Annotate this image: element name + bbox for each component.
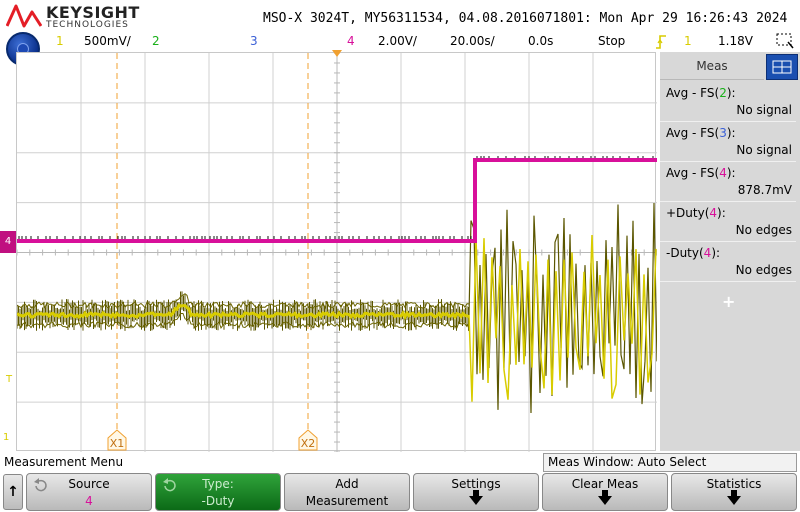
ch1-trace-lower <box>17 313 470 330</box>
measurement-value: No edges <box>735 263 792 277</box>
cursor-x1-tab <box>107 429 127 451</box>
keysight-wave-icon <box>6 4 42 28</box>
add-label-2: Measurement <box>305 494 389 508</box>
submenu-arrow-icon <box>469 490 483 505</box>
instrument-title: MSO-X 3024T, MY56311534, 04.08.201607180… <box>263 11 788 26</box>
statistics-softkey[interactable]: Statistics <box>671 473 797 511</box>
measurement-row[interactable]: +Duty(4): No edges <box>660 202 796 242</box>
measurement-value: No edges <box>735 223 792 237</box>
brand-name: KEYSIGHT <box>46 3 140 22</box>
timebase[interactable]: 20.00s/ <box>450 34 495 48</box>
ch4-trace <box>17 158 657 243</box>
ch1-trace-upper <box>17 293 470 310</box>
ch1-trace-oscillation <box>468 234 657 402</box>
source-label: Source <box>68 477 110 491</box>
trigger-edge-icon <box>656 35 666 49</box>
measurement-label: Avg - FS(2): <box>666 86 736 100</box>
type-label: Type: <box>202 477 234 491</box>
zoom-select-icon[interactable] <box>776 33 794 49</box>
ch1-marker-label: 1 <box>3 432 10 443</box>
add-label: Add <box>335 477 359 491</box>
submenu-arrow-icon <box>727 490 741 505</box>
ch4-scale[interactable]: 2.00V/ <box>378 34 417 48</box>
ch1-number[interactable]: 1 <box>56 34 64 48</box>
trigger-position-marker[interactable] <box>332 50 342 57</box>
softkey-bar: Source 4 Type: -Duty Add Measurement Set… <box>0 473 800 512</box>
rotate-knob-icon <box>34 478 47 492</box>
measurement-row[interactable]: Avg - FS(3): No signal <box>660 122 796 162</box>
status-bar: 1 500mV/ 2 3 4 2.00V/ 20.00s/ 0.0s Stop … <box>0 33 800 51</box>
trigger-marker-label: T <box>6 374 13 385</box>
brand-subtitle: TECHNOLOGIES <box>46 20 129 30</box>
measurement-label: +Duty(4): <box>666 206 726 220</box>
measurement-value: No signal <box>736 103 792 117</box>
meas-tab[interactable]: Meas <box>660 52 764 80</box>
type-softkey[interactable]: Type: -Duty <box>155 473 281 511</box>
meas-window-icon[interactable] <box>766 54 798 80</box>
measurement-value: 878.7mV <box>737 183 792 197</box>
ch3-number[interactable]: 3 <box>250 34 258 48</box>
ch1-scale[interactable]: 500mV/ <box>84 34 131 48</box>
waveform-canvas: X1 X2 <box>17 53 657 452</box>
clear-meas-softkey[interactable]: Clear Meas <box>542 473 668 511</box>
trigger-level[interactable]: 1.18V <box>718 34 753 48</box>
measurement-label: Avg - FS(3): <box>666 126 736 140</box>
meas-window-status: Meas Window: Auto Select <box>543 453 797 472</box>
back-button[interactable]: ↑ <box>3 474 23 510</box>
cursor-x2-tab <box>298 429 318 451</box>
statistics-label: Statistics <box>706 477 762 491</box>
ch1-ground-marker[interactable]: 1 <box>3 432 9 443</box>
measurement-label: Avg - FS(4): <box>666 166 736 180</box>
trigger-channel[interactable]: 1 <box>684 34 692 48</box>
ch2-number[interactable]: 2 <box>152 34 160 48</box>
source-softkey[interactable]: Source 4 <box>26 473 152 511</box>
clear-meas-label: Clear Meas <box>571 477 639 491</box>
menu-title: Measurement Menu <box>4 455 124 469</box>
type-value: -Duty <box>201 494 235 508</box>
measurement-row[interactable]: Avg - FS(4): 878.7mV <box>660 162 796 202</box>
ch4-ground-marker[interactable]: 4 <box>0 231 16 253</box>
submenu-arrow-icon <box>598 490 612 505</box>
source-value: 4 <box>85 494 93 508</box>
ch4-number[interactable]: 4 <box>347 34 355 48</box>
time-delay[interactable]: 0.0s <box>528 34 554 48</box>
measurement-row[interactable]: Avg - FS(2): No signal <box>660 82 796 122</box>
settings-softkey[interactable]: Settings <box>413 473 539 511</box>
settings-label: Settings <box>451 477 501 491</box>
waveform-display[interactable]: X1 X2 <box>16 52 657 452</box>
run-state[interactable]: Stop <box>598 34 626 48</box>
measurement-row[interactable]: -Duty(4): No edges <box>660 242 796 282</box>
rotate-knob-icon <box>163 478 176 492</box>
measurement-value: No signal <box>736 143 792 157</box>
keysight-logo: KEYSIGHT TECHNOLOGIES <box>6 2 139 32</box>
cursor-x1-label: X1 <box>110 437 125 450</box>
trigger-level-marker[interactable]: T <box>6 374 12 385</box>
ch1-trace <box>17 303 470 321</box>
add-measurement-icon[interactable]: + <box>722 292 736 311</box>
ch4-trace-glitches <box>18 156 654 239</box>
measurement-label: -Duty(4): <box>666 246 721 260</box>
cursor-x2-label: X2 <box>301 437 316 450</box>
ch4-marker-label: 4 <box>4 236 12 247</box>
measurements-panel: Meas Avg - FS(2): No signal Avg - FS(3): No… <box>660 52 800 451</box>
add-measurement-softkey[interactable]: Add Measurement <box>284 473 410 511</box>
